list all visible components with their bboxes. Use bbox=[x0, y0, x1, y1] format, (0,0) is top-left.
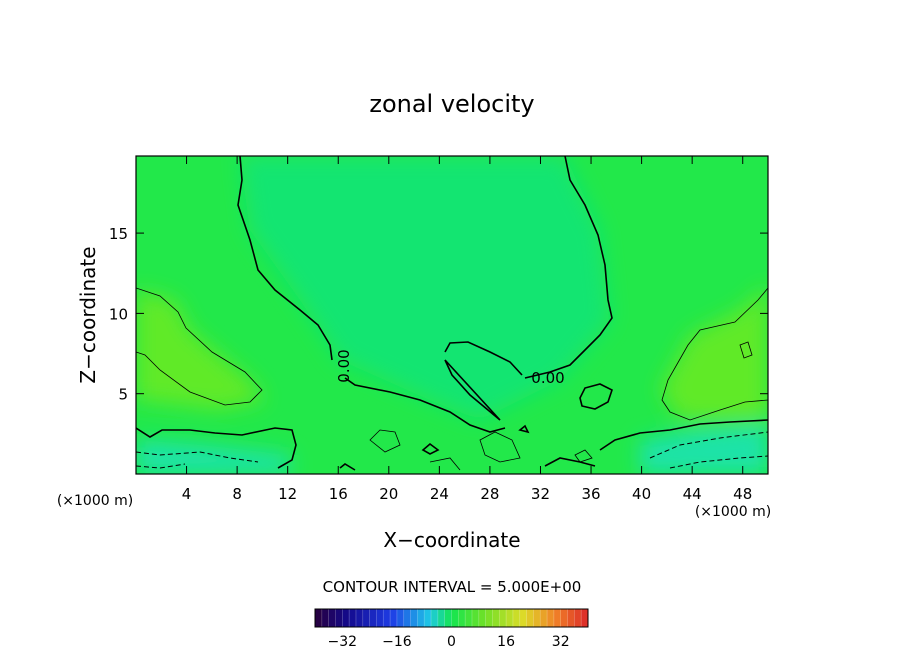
colorbar-frame bbox=[314, 608, 589, 628]
colorbar-segment bbox=[471, 609, 480, 627]
colorbar-segment bbox=[328, 609, 336, 627]
x-tick-label: 48 bbox=[733, 485, 752, 503]
x-axis-label: X−coordinate bbox=[383, 528, 520, 552]
x-tick-label: 24 bbox=[430, 485, 449, 503]
colorbar-segment bbox=[383, 609, 391, 627]
colorbar-segment bbox=[437, 609, 445, 627]
colorbar-tick-label: −16 bbox=[382, 634, 412, 650]
x-tick-label: 8 bbox=[232, 485, 242, 503]
colorbar-tick-label: 0 bbox=[447, 634, 456, 650]
contour-label-left: 0.00 bbox=[335, 349, 353, 382]
colorbar-segment bbox=[410, 609, 418, 627]
colorbar-segment bbox=[376, 609, 384, 627]
contour-5-left-outer bbox=[136, 287, 263, 406]
y-tick-label: 5 bbox=[118, 386, 128, 404]
colorbar-segment bbox=[540, 609, 548, 627]
colorbar: −32 −16 0 16 32 bbox=[314, 608, 589, 650]
colorbar-segment bbox=[547, 609, 555, 627]
colorbar-segment bbox=[369, 609, 377, 627]
x-tick-label: 28 bbox=[480, 485, 499, 503]
colorbar-segment bbox=[321, 609, 329, 627]
colorbar-segment bbox=[465, 609, 473, 627]
colorbar-segment bbox=[574, 609, 582, 627]
colorbar-tick-label: 16 bbox=[497, 634, 515, 650]
right-positive-region bbox=[660, 285, 768, 420]
x-tick-label: 36 bbox=[581, 485, 600, 503]
colorbar-segment bbox=[553, 609, 561, 627]
colorbar-segment bbox=[492, 609, 500, 627]
center-plume-region bbox=[240, 156, 610, 420]
contour-neg10-left bbox=[136, 463, 186, 469]
x-tick-label: 40 bbox=[632, 485, 651, 503]
x-tick-label: 12 bbox=[278, 485, 297, 503]
colorbar-segment bbox=[424, 609, 432, 627]
zero-contour-right-branch bbox=[524, 156, 613, 379]
zero-contour-small-loop bbox=[579, 383, 613, 410]
x-tick-label: 4 bbox=[182, 485, 192, 503]
colorbar-segment bbox=[362, 609, 370, 627]
contour-5-bottom-blobs bbox=[369, 429, 593, 471]
zero-contour-left-branch bbox=[237, 156, 506, 433]
contour-neg10-right bbox=[669, 455, 768, 469]
chart-title: zonal velocity bbox=[369, 90, 534, 118]
y-tick-label: 10 bbox=[109, 305, 128, 323]
contour-interval-label: CONTOUR INTERVAL = 5.000E+00 bbox=[323, 578, 582, 596]
contour-label-right: 0.00 bbox=[531, 369, 564, 387]
colorbar-segment bbox=[560, 609, 568, 627]
colorbar-segment bbox=[519, 609, 527, 627]
left-positive-region bbox=[136, 290, 265, 410]
colorbar-segment bbox=[581, 609, 589, 627]
y-tick-label: 15 bbox=[109, 225, 128, 243]
colorbar-tick-label: −32 bbox=[328, 634, 358, 650]
colorbar-segment bbox=[355, 609, 364, 627]
colorbar-tick-label: 32 bbox=[552, 634, 570, 650]
x-tick-label: 20 bbox=[379, 485, 398, 503]
colorbar-segment bbox=[403, 609, 411, 627]
colorbar-segment bbox=[335, 609, 343, 627]
zero-contour-bottom-segments bbox=[339, 424, 596, 471]
colorbar-segment bbox=[526, 609, 534, 627]
zero-contour-surface-right bbox=[599, 419, 768, 451]
colorbar-segment bbox=[390, 609, 398, 627]
negative-contours bbox=[136, 431, 768, 469]
plot-area: 0.00 0.00 bbox=[136, 156, 768, 474]
zero-contour-surface-left bbox=[136, 427, 297, 469]
y-axis-label: Z−coordinate bbox=[76, 246, 100, 383]
colorbar-segment bbox=[533, 609, 541, 627]
contour-5-right-inner bbox=[739, 341, 753, 359]
colorbar-segment bbox=[485, 609, 493, 627]
colorbar-segment bbox=[349, 609, 357, 627]
colorbar-segment bbox=[417, 609, 425, 627]
zero-contour-loop bbox=[444, 341, 523, 421]
colorbar-segment bbox=[315, 609, 323, 627]
colorbar-segment bbox=[499, 609, 507, 627]
colorbar-segment bbox=[512, 609, 521, 627]
colorbar-segment bbox=[458, 609, 466, 627]
x-tick-label: 32 bbox=[531, 485, 550, 503]
contour-neg5-left bbox=[136, 451, 259, 463]
x-unit-left: (×1000 m) bbox=[57, 493, 133, 509]
zero-contours bbox=[136, 156, 768, 471]
colorbar-segment bbox=[342, 609, 350, 627]
x-tick-label: 44 bbox=[683, 485, 702, 503]
colorbar-segment bbox=[506, 609, 514, 627]
field-shading bbox=[136, 156, 768, 474]
x-unit-right: (×1000 m) bbox=[695, 504, 771, 520]
right-surface-negative-region bbox=[640, 425, 768, 474]
plot-frame bbox=[135, 155, 769, 475]
positive-contours bbox=[136, 287, 768, 471]
contour-5-right-outer bbox=[661, 287, 768, 421]
colorbar-segment bbox=[444, 609, 452, 627]
colorbar-segment bbox=[567, 609, 575, 627]
colorbar-segment bbox=[396, 609, 405, 627]
left-surface-negative-region bbox=[136, 440, 290, 474]
colorbar-segment bbox=[451, 609, 459, 627]
colorbar-segment bbox=[478, 609, 486, 627]
contour-neg5-right bbox=[649, 431, 768, 459]
colorbar-segment bbox=[431, 609, 439, 627]
x-tick-label: 16 bbox=[329, 485, 348, 503]
